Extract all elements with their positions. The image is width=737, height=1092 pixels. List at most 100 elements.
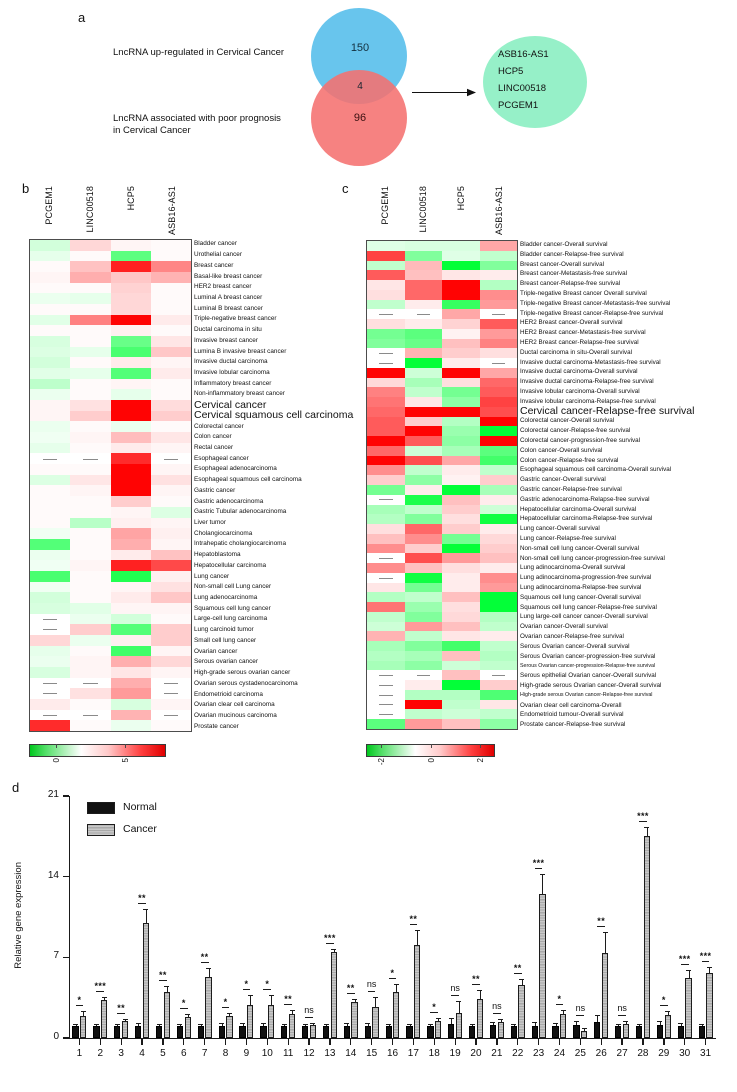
heatmap-cell [70, 592, 111, 603]
significance-marker: ** [117, 1002, 126, 1013]
bar-normal [552, 1026, 559, 1038]
error-bar-cap [185, 1013, 191, 1015]
heatmap-cell [404, 543, 442, 554]
colorbar-tick [124, 744, 126, 748]
result-gene-item: PCGEM1 [498, 100, 539, 111]
colorbar-tick [380, 744, 382, 748]
heatmap-row-label: Hepatocellular carcinoma [194, 561, 267, 569]
significance-marker: ** [200, 951, 209, 962]
heatmap-cell [442, 299, 480, 310]
heatmap-cell [442, 397, 480, 407]
heatmap-cell [150, 570, 191, 582]
plot-area: 0 7 14 21 * 1 *** 2 ** 3 ** 4 ** 5 * 6 ** 7 * 8 * 9 * 10 ** 11 ns 1… [48, 789, 722, 1066]
x-axis-tick-label: 9 [243, 1048, 250, 1059]
heatmap-row-label: Endometrioid tumour-Overall survival [520, 711, 624, 719]
heatmap-cell [479, 465, 517, 476]
heatmap-cell [30, 538, 71, 550]
heatmap-cell [404, 260, 442, 271]
heatmap-cell [30, 368, 71, 379]
heatmap-cell [110, 677, 151, 689]
heatmap-cell [70, 336, 111, 347]
heatmap-cell [442, 504, 480, 515]
heatmap-row-label: Liver tumor [194, 519, 226, 527]
bar-normal [594, 1021, 601, 1038]
heatmap-cell [110, 506, 151, 518]
error-bar [458, 1001, 460, 1013]
heatmap-cell [479, 485, 517, 495]
heatmap-cell [30, 645, 71, 657]
error-bar [326, 1024, 328, 1027]
heatmap-cell [479, 358, 517, 368]
bar-cancer [560, 1013, 567, 1038]
heatmap-row-label: Gastric cancer-Overall survival [520, 476, 606, 484]
heatmap-cell [404, 445, 442, 456]
y-axis-tick [63, 956, 69, 959]
heatmap-row-label: Colorectal cancer-Relapse-free survival [520, 427, 631, 435]
heatmap-cell [442, 289, 480, 300]
heatmap-cell [404, 309, 442, 320]
colorbar-tick [430, 744, 432, 748]
significance-bracket [200, 961, 209, 963]
heatmap-cell [110, 442, 151, 454]
heatmap-cell [404, 494, 442, 505]
heatmap-cell [404, 485, 442, 495]
bar-cancer [288, 1013, 296, 1038]
error-bar [701, 1024, 703, 1027]
error-bar-cap [135, 1023, 141, 1025]
heatmap-row-label: Hepatocellular carcinoma-Overall surviva… [520, 505, 637, 513]
heatmap-cell [367, 426, 405, 437]
heatmap-row-label: Luminal B breast cancer [194, 304, 263, 312]
x-axis-tick [329, 1039, 331, 1045]
heatmap-cell [30, 410, 71, 422]
x-axis-tick [266, 1039, 268, 1045]
heatmap-cell [404, 709, 442, 720]
significance-bracket [597, 925, 606, 927]
heatmap-cell [367, 641, 405, 651]
heatmap-row-label: Gastric adenocarcinoma [194, 497, 264, 505]
heatmap-row-label: Ovarian cancer [194, 647, 238, 655]
error-bar [576, 1021, 578, 1026]
error-bar [492, 1021, 494, 1026]
bar-cancer [643, 836, 650, 1038]
error-bar [555, 1023, 557, 1027]
heatmap-cell [150, 336, 191, 347]
error-bar [346, 1023, 348, 1027]
significance-bracket [179, 1007, 188, 1009]
heatmap-cell [367, 543, 405, 554]
heatmap-cell [30, 346, 71, 358]
heatmap-cell [479, 699, 517, 710]
heatmap-row-label: Breast cancer-Metastasis-free survival [520, 270, 628, 278]
x-axis-tick-label: 7 [201, 1048, 208, 1059]
significance-bracket [75, 1005, 84, 1007]
colorbar-tick-label: 0 [52, 758, 62, 763]
heatmap-cell [442, 338, 480, 349]
heatmap-cell [479, 514, 517, 525]
heatmap-row-label: Lung large-cell cancer cancer-Overall su… [520, 613, 648, 621]
error-bar [375, 996, 377, 1007]
heatmap-cell [110, 581, 151, 593]
result-gene-list: ASB16-AS1 HCP5 LINC00518 PCGEM1 [498, 46, 549, 114]
x-axis-tick [684, 1039, 686, 1045]
heatmap-cell [404, 641, 442, 651]
heatmap-cell [70, 261, 111, 273]
bar-normal [573, 1025, 580, 1038]
heatmap-cell [70, 346, 111, 358]
heatmap-row-label: Esophageal adenocarcinoma [194, 465, 277, 473]
heatmap-cell [110, 325, 151, 337]
heatmap-cell [30, 432, 71, 443]
heatmap-row-label: Prostate cancer [194, 722, 239, 730]
heatmap-cell [70, 442, 111, 454]
heatmap-cell [70, 720, 111, 731]
heatmap-cell [479, 348, 517, 359]
heatmap-row-label: Squamous cell lung cancer-Overall surviv… [520, 593, 641, 601]
heatmap-cell [367, 289, 405, 300]
heatmap-cell [110, 293, 151, 305]
heatmap-cell [110, 314, 151, 326]
legend-label-cancer: Cancer [123, 823, 157, 835]
heatmap-cell [404, 533, 442, 544]
x-axis-tick [642, 1039, 644, 1045]
heatmap-cell [479, 426, 517, 437]
heatmap-cell [150, 432, 191, 443]
heatmap-cell [150, 304, 191, 315]
heatmap-row-label: Lung cancer-Overall survival [520, 525, 600, 533]
